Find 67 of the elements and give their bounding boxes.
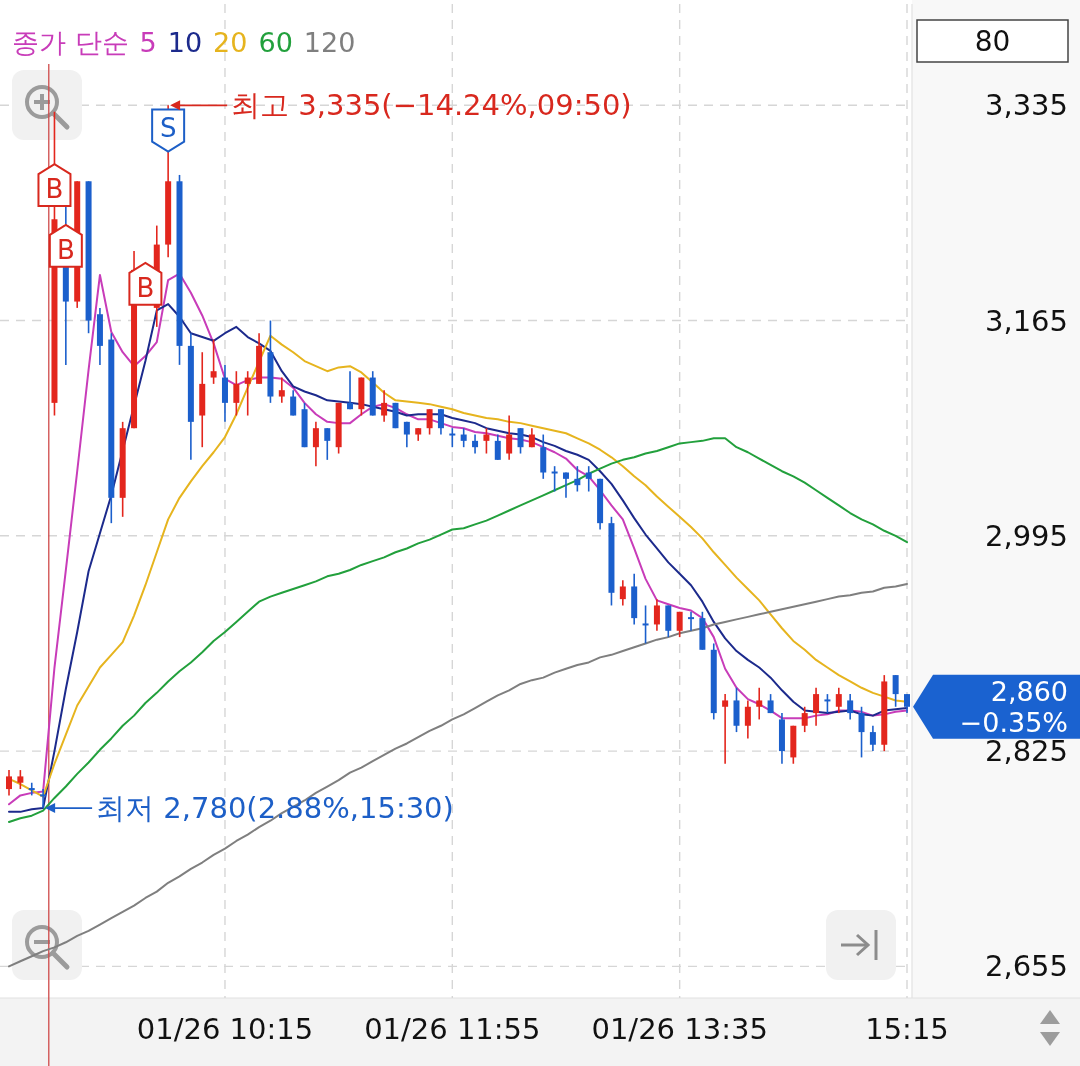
text: 5 [139, 26, 157, 58]
candlestick [449, 427, 456, 448]
candlestick [517, 427, 524, 455]
x-tick-label: 01/26 11:55 [364, 1012, 541, 1046]
annotation: 최고 3,335(−14.24%,09:50) [231, 88, 632, 123]
candlestick [324, 427, 331, 461]
text: 80 [974, 24, 1011, 58]
candlestick [756, 686, 763, 721]
data-label: S [159, 112, 177, 143]
candlestick [460, 427, 467, 448]
candlestick [688, 611, 695, 632]
candlestick [381, 389, 388, 423]
candlestick [813, 686, 820, 727]
candlestick [642, 604, 649, 645]
candlestick [801, 705, 808, 733]
x-tick-label: 01/26 10:15 [136, 1012, 314, 1046]
candlestick [426, 408, 433, 436]
candlestick [278, 376, 285, 404]
y-tick-label: 2,655 [984, 949, 1068, 984]
candlestick [722, 693, 729, 765]
candlestick [494, 433, 501, 461]
candlestick [17, 769, 24, 790]
candlestick [210, 338, 217, 385]
candlestick [347, 370, 354, 410]
data-label: B [136, 272, 155, 303]
candlestick [847, 693, 854, 721]
data-label: B [45, 174, 64, 205]
candlestick [835, 686, 842, 714]
candlestick [483, 427, 490, 455]
candlestick [858, 705, 865, 759]
y-tick-label: 3,335 [984, 88, 1068, 123]
candlestick [312, 421, 319, 467]
candlestick [869, 724, 876, 752]
text: 120 [303, 26, 356, 58]
y-tick-label: 2,995 [984, 518, 1068, 553]
candlestick [506, 414, 513, 461]
candlestick [585, 465, 592, 493]
candlestick [676, 611, 683, 638]
candlestick [6, 769, 12, 797]
data-label: B [56, 234, 75, 265]
text: 2,860 [990, 676, 1068, 708]
candlestick [892, 674, 899, 708]
candlestick [574, 465, 581, 493]
text: 20 [213, 26, 248, 58]
candlestick [244, 370, 251, 417]
candlestick [472, 433, 479, 455]
candlestick [233, 370, 240, 417]
candlestick [290, 389, 297, 417]
line-series [8, 582, 908, 968]
text: 10 [167, 26, 203, 58]
candlestick [904, 693, 910, 714]
candlestick [653, 598, 660, 632]
x-tick-label: 15:15 [865, 1012, 949, 1046]
candlestick [403, 421, 410, 448]
candlestick [824, 693, 831, 714]
candlestick [744, 699, 751, 740]
candlestick [562, 471, 569, 499]
candlestick [40, 788, 47, 809]
text: 60 [258, 26, 293, 58]
candlestick [619, 579, 626, 607]
y-tick-label: 3,165 [984, 303, 1068, 338]
x-tick-label: 01/26 13:35 [591, 1012, 768, 1046]
legend-title: 종가 단순 [12, 26, 129, 58]
candlestick [28, 781, 35, 797]
candlestick [551, 465, 558, 493]
line-series [8, 437, 908, 823]
candlestick [437, 408, 444, 436]
